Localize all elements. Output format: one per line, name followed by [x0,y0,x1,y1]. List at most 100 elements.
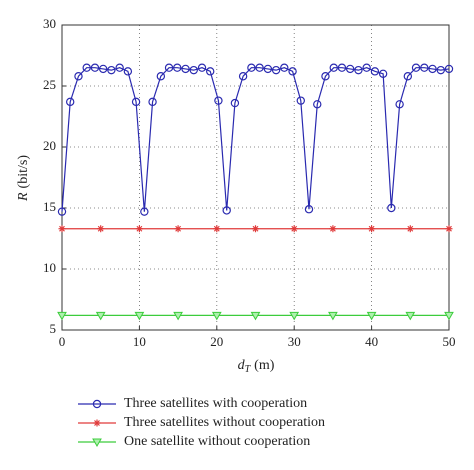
marker [82,63,91,72]
marker [98,64,108,74]
marker [164,63,174,72]
marker [213,225,221,233]
x-axis-label: dT (m) [238,358,275,375]
marker [252,225,259,233]
marker [123,67,133,76]
y-label-unit: (bit/s) [16,155,31,189]
marker [97,225,105,233]
marker [444,311,454,321]
legend-label: One satellite without cooperation [124,434,310,449]
marker [115,63,124,72]
y-tick-label: 25 [43,77,56,92]
marker-stroke [136,225,143,232]
marker [222,206,231,215]
marker [197,63,207,72]
marker [378,69,388,79]
marker [329,225,337,233]
marker [288,67,297,76]
x-tick-label: 10 [133,334,146,349]
marker [230,98,240,108]
marker [337,63,347,72]
marker-stroke [94,420,100,426]
marker [411,63,421,72]
y-tick-label: 5 [50,321,57,336]
marker [135,225,143,233]
marker [211,311,222,321]
marker [58,225,66,233]
marker [290,225,298,233]
marker [406,225,414,233]
marker [95,311,106,321]
marker [368,225,376,233]
x-label-subscript: T [245,364,252,375]
marker [173,311,183,321]
marker [345,64,355,74]
marker [107,65,116,75]
marker [366,311,377,321]
marker [174,225,182,233]
marker [362,63,371,72]
marker [74,72,83,81]
marker [156,72,166,81]
legend-label: Three satellites without cooperation [124,415,325,430]
marker [444,64,454,74]
plot-frame [61,24,450,331]
marker [92,399,102,409]
y-tick-label: 20 [43,138,56,153]
marker [238,72,248,81]
marker [206,67,215,76]
marker [280,63,289,72]
x-label-symbol: d [238,358,246,373]
marker [428,64,437,74]
marker [247,63,256,72]
marker [313,100,322,109]
marker [250,311,261,321]
marker-stroke [329,225,336,232]
marker-stroke [252,225,259,232]
marker [354,65,363,75]
marker [181,64,190,74]
y-tick-label: 15 [43,199,56,214]
marker [57,311,67,321]
x-tick-label: 20 [210,334,223,349]
marker [214,96,223,105]
marker [173,63,182,72]
y-axis-label: R (bit/s) [16,155,31,202]
marker [395,100,404,109]
marker-stroke [213,225,220,232]
x-tick-label: 30 [288,334,301,349]
y-label-symbol: R [16,192,31,202]
marker [370,67,380,76]
marker [93,419,101,427]
marker [436,65,445,75]
marker [66,97,75,107]
marker-stroke [59,225,65,232]
marker [304,205,314,214]
marker-stroke [407,225,414,232]
marker [92,438,102,448]
y-tick-label: 10 [43,260,56,275]
marker [271,65,281,75]
marker [255,63,264,72]
marker [140,207,149,216]
marker-stroke [446,225,452,232]
x-label-unit: (m) [254,358,275,373]
series-line [61,67,450,212]
marker-stroke [368,225,375,232]
y-tick-label: 30 [43,16,56,31]
marker [289,311,300,321]
marker [148,97,157,107]
x-tick-label: 50 [443,334,456,349]
marker-stroke [97,225,104,232]
x-tick-label: 40 [365,334,378,349]
marker [387,203,396,213]
marker [329,63,338,72]
marker [405,311,416,321]
marker-stroke [175,225,182,232]
marker [445,225,453,233]
marker-stroke [291,225,298,232]
marker [321,72,330,81]
marker [134,311,145,321]
marker [57,207,67,216]
